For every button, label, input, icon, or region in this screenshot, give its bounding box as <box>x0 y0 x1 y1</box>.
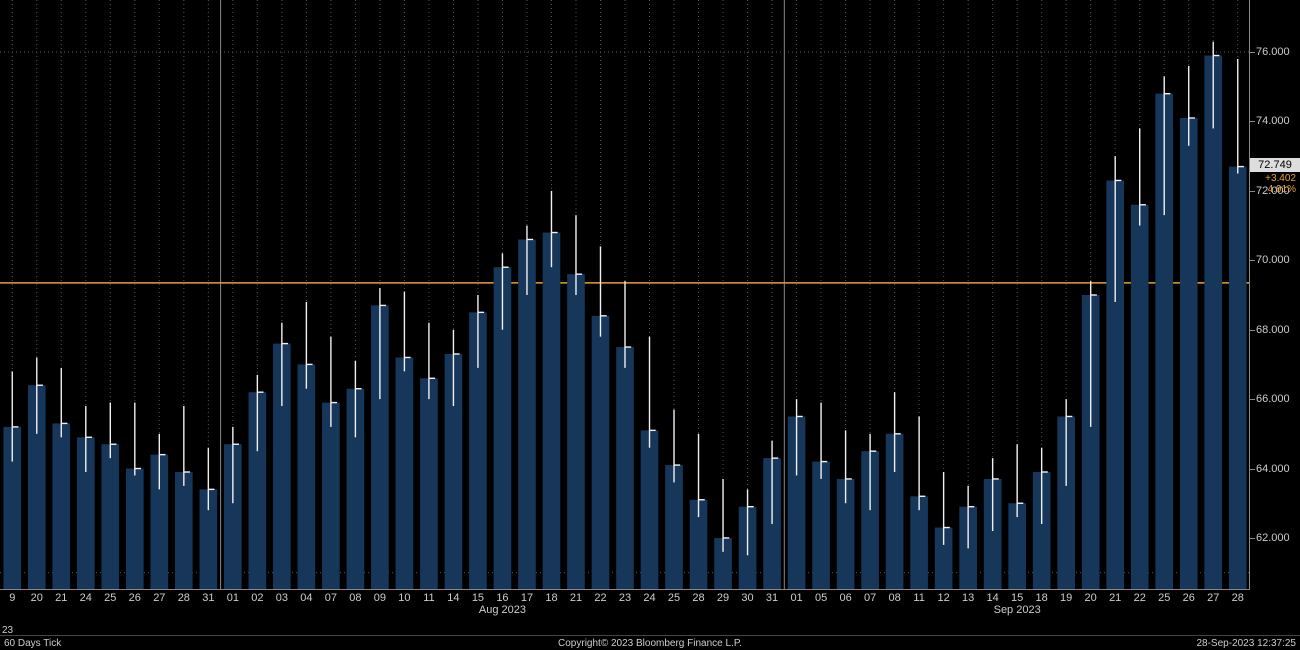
x-tick-label: 05 <box>815 592 827 604</box>
x-tick-label: 16 <box>496 592 508 604</box>
x-tick-label: 21 <box>570 592 582 604</box>
x-tick-label: 27 <box>153 592 165 604</box>
x-tick-label: 03 <box>276 592 288 604</box>
x-tick-label: 18 <box>1036 592 1048 604</box>
x-tick-label: 22 <box>1134 592 1146 604</box>
x-tick-label: 25 <box>668 592 680 604</box>
x-month-label: Aug 2023 <box>479 604 526 616</box>
x-tick-label: 28 <box>178 592 190 604</box>
x-tick-label: 09 <box>374 592 386 604</box>
x-tick-label: 07 <box>325 592 337 604</box>
x-tick-label: 01 <box>790 592 802 604</box>
x-tick-label: 23 <box>619 592 631 604</box>
x-tick-label: 02 <box>251 592 263 604</box>
y-tick-label: 68.000 <box>1250 324 1300 336</box>
footer-bar: 60 Days Tick Copyright© 2023 Bloomberg F… <box>0 635 1300 650</box>
x-tick-label: 26 <box>129 592 141 604</box>
x-tick-label: 22 <box>594 592 606 604</box>
x-month-label: Sep 2023 <box>994 604 1041 616</box>
x-tick-label: 15 <box>1011 592 1023 604</box>
x-tick-label: 12 <box>938 592 950 604</box>
y-axis: 62.00064.00066.00068.00070.00072.00074.0… <box>1249 0 1300 590</box>
y-tick-label: 64.000 <box>1250 463 1300 475</box>
y-tick-label: 76.000 <box>1250 46 1300 58</box>
x-tick-label: 31 <box>202 592 214 604</box>
x-tick-label: 25 <box>104 592 116 604</box>
x-tick-label: 9 <box>9 592 15 604</box>
x-tick-label: 08 <box>349 592 361 604</box>
x-tick-label: 13 <box>962 592 974 604</box>
x-tick-label: 25 <box>1158 592 1170 604</box>
x-tick-label: 15 <box>472 592 484 604</box>
y-tick-label: 62.000 <box>1250 532 1300 544</box>
x-axis: 9 20 21 24 25 26 27 28 31 01 02 03 04 07 08 09 10 11 14 15 1… <box>0 589 1250 614</box>
x-tick-label: 24 <box>80 592 92 604</box>
x-tick-label: 07 <box>864 592 876 604</box>
x-tick-label: 11 <box>423 592 434 604</box>
y-tick-label: 70.000 <box>1250 254 1300 266</box>
x-tick-label: 31 <box>766 592 778 604</box>
x-tick-label: 10 <box>398 592 410 604</box>
x-tick-label: 17 <box>521 592 533 604</box>
footer-timestamp: 28-Sep-2023 12:37:25 <box>1196 638 1296 649</box>
x-tick-label: 28 <box>1232 592 1244 604</box>
x-tick-label: 20 <box>31 592 43 604</box>
x-tick-label: 14 <box>447 592 459 604</box>
x-tick-label: 04 <box>300 592 312 604</box>
x-tick-label: 26 <box>1183 592 1195 604</box>
price-chart[interactable] <box>0 0 1250 590</box>
last-price-marker: 72.749 <box>1250 158 1300 172</box>
y-tick-label: 66.000 <box>1250 393 1300 405</box>
price-change-label: +3.4024.91% <box>1250 173 1300 195</box>
x-tick-label: 21 <box>55 592 67 604</box>
x-tick-label: 06 <box>839 592 851 604</box>
x-tick-label: 14 <box>987 592 999 604</box>
x-tick-label: 24 <box>643 592 655 604</box>
x-tick-label: 28 <box>692 592 704 604</box>
x-tick-label: 29 <box>717 592 729 604</box>
x-tick-label: 01 <box>227 592 239 604</box>
x-tick-label: 19 <box>1060 592 1072 604</box>
x-tick-label: 20 <box>1085 592 1097 604</box>
x-tick-label: 08 <box>888 592 900 604</box>
footer-copyright: Copyright© 2023 Bloomberg Finance L.P. <box>0 638 1300 649</box>
x-tick-label: 11 <box>913 592 924 604</box>
x-tick-label: 21 <box>1109 592 1121 604</box>
x-tick-label: 18 <box>545 592 557 604</box>
y-tick-label: 74.000 <box>1250 115 1300 127</box>
x-tick-label: 30 <box>741 592 753 604</box>
x-tick-label: 27 <box>1207 592 1219 604</box>
